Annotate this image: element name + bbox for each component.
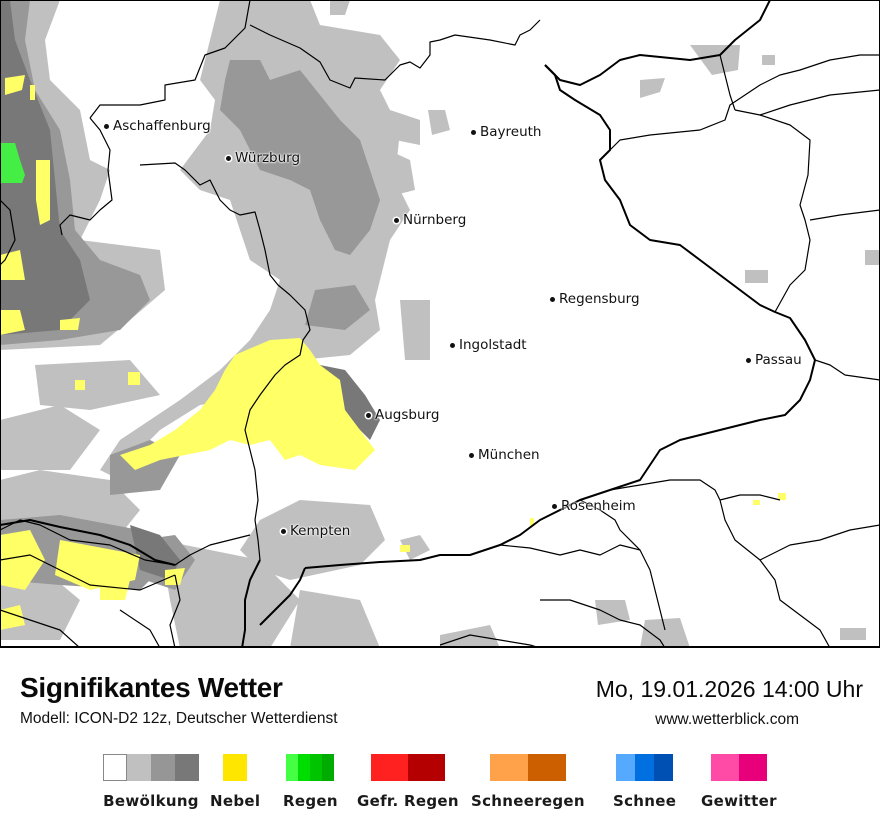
city-dot-icon	[550, 296, 555, 302]
website-link[interactable]: www.wetterblick.com	[655, 711, 799, 728]
legend-item-gefr-regen: Gefr. Regen	[357, 754, 459, 810]
city-dot-icon	[226, 155, 231, 161]
legend-swatch	[310, 754, 323, 781]
city-dot-icon	[746, 357, 751, 363]
legend-swatches	[616, 754, 674, 781]
legend-swatch	[286, 754, 299, 781]
page-title: Signifikantes Wetter	[20, 672, 283, 703]
city-name: Kempten	[290, 523, 351, 539]
legend-item-nebel: Nebel	[210, 754, 260, 810]
city-dot-icon	[394, 217, 399, 223]
legend-label: Nebel	[210, 792, 261, 810]
city-label: Aschaffenburg	[104, 118, 211, 134]
city-label: Kempten	[281, 523, 350, 539]
legend-swatches	[103, 754, 199, 781]
rain-layer	[0, 143, 25, 183]
legend-swatch	[370, 754, 408, 781]
city-name: Würzburg	[235, 150, 301, 166]
legend-label: Schnee	[613, 792, 677, 810]
city-name: Ingolstadt	[459, 337, 527, 353]
city-name: München	[478, 447, 540, 463]
legend-label: Bewölkung	[103, 792, 199, 810]
city-label: Augsburg	[366, 407, 439, 423]
legend-swatch	[654, 754, 674, 781]
city-name: Aschaffenburg	[113, 118, 211, 134]
city-dot-icon	[552, 503, 557, 509]
borders-layer	[0, 0, 880, 648]
map-canvas	[0, 0, 880, 648]
legend-label: Gewitter	[701, 792, 777, 810]
legend-swatch	[738, 754, 767, 781]
legend-label: Schneeregen	[471, 792, 585, 810]
fog-layer	[0, 75, 786, 630]
legend-item-schneeregen: Schneeregen	[471, 754, 585, 810]
legend-label: Gefr. Regen	[357, 792, 459, 810]
model-subtitle: Modell: ICON-D2 12z, Deutscher Wetterdie…	[20, 710, 338, 727]
legend-swatch	[407, 754, 445, 781]
legend-swatch	[489, 754, 528, 781]
city-label: Regensburg	[550, 291, 640, 307]
city-dot-icon	[469, 452, 474, 458]
legend-swatches	[286, 754, 335, 781]
city-label: Passau	[746, 352, 802, 368]
city-dot-icon	[366, 412, 371, 418]
legend-swatches	[370, 754, 445, 781]
city-label: Bayreuth	[471, 124, 542, 140]
city-name: Augsburg	[375, 407, 440, 423]
legend-swatch	[103, 754, 127, 781]
legend-item-gewitter: Gewitter	[701, 754, 777, 810]
city-name: Nürnberg	[403, 212, 467, 228]
legend-item-bewoelkung: Bewölkung	[103, 754, 199, 810]
city-name: Rosenheim	[561, 498, 636, 514]
city-dot-icon	[104, 123, 109, 129]
legend-swatches	[223, 754, 248, 781]
city-label: München	[469, 447, 540, 463]
city-name: Bayreuth	[480, 124, 542, 140]
city-label: Ingolstadt	[450, 337, 527, 353]
legend-swatch	[223, 754, 248, 781]
legend-label: Regen	[283, 792, 338, 810]
forecast-datetime: Mo, 19.01.2026 14:00 Uhr	[595, 676, 863, 702]
legend-swatch	[710, 754, 739, 781]
legend-swatches	[710, 754, 767, 781]
legend-swatch	[151, 754, 175, 781]
legend-swatch	[322, 754, 335, 781]
city-name: Regensburg	[559, 291, 640, 307]
legend-swatch	[635, 754, 655, 781]
legend-swatch	[175, 754, 199, 781]
legend-swatch	[298, 754, 311, 781]
city-dot-icon	[450, 342, 455, 348]
legend-item-schnee: Schnee	[613, 754, 676, 810]
city-dot-icon	[281, 528, 286, 534]
city-label: Würzburg	[226, 150, 300, 166]
legend-swatches	[489, 754, 566, 781]
legend-swatch	[616, 754, 636, 781]
legend-swatch	[127, 754, 151, 781]
city-dot-icon	[471, 129, 476, 135]
weather-map: Aschaffenburg Würzburg Bayreuth Nürnberg Reg…	[0, 0, 880, 648]
legend-item-regen: Regen	[283, 754, 338, 810]
city-label: Rosenheim	[552, 498, 636, 514]
city-label: Nürnberg	[394, 212, 466, 228]
legend-swatch	[527, 754, 566, 781]
city-name: Passau	[755, 352, 802, 368]
